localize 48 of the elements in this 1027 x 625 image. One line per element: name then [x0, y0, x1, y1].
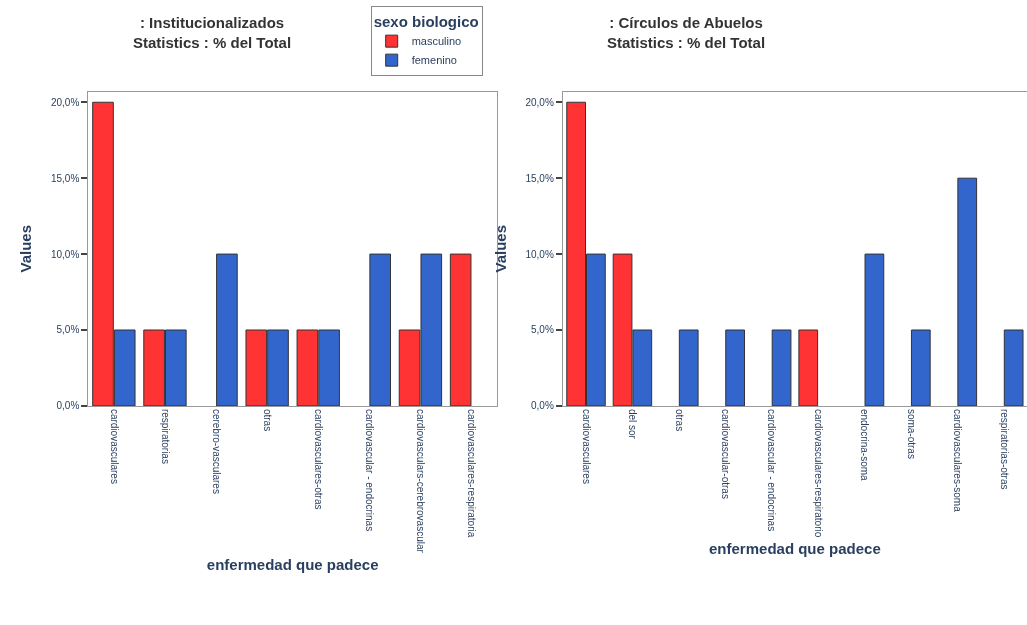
y-tick-label: 20,0% — [525, 96, 554, 108]
x-tick-label: cardiovasculares — [108, 408, 120, 484]
bar — [449, 253, 472, 406]
y-tick-label: 20,0% — [50, 96, 80, 108]
x-tick-label: cardiovasculares-respiratoria — [466, 408, 478, 538]
y-axis-title: Values — [491, 224, 509, 273]
x-axis-title: enfermedad que padece — [206, 555, 379, 573]
bar — [771, 329, 792, 406]
x-tick-label: del sor — [627, 408, 639, 440]
y-axis-title: Values — [17, 224, 35, 273]
x-tick-label: cardiovascular - endocrinas — [766, 408, 778, 532]
x-tick-label: endocrina-soma — [859, 408, 871, 482]
x-tick-label: soma-otras — [905, 408, 917, 459]
x-tick-label: respiratorias-otras — [998, 408, 1010, 490]
x-tick-label: respiratorias — [159, 408, 171, 464]
y-tick-label: 10,0% — [525, 248, 554, 260]
x-tick-label: cardiovasculares-respiratorio — [812, 408, 824, 538]
x-tick-label: cardiovascular - endocrinas — [364, 408, 376, 532]
x-tick-label: cardiovasculares-soma — [952, 408, 964, 513]
legend-label: femenino — [411, 54, 457, 67]
y-tick-label: 0,0% — [56, 400, 80, 412]
legend-title: sexo biologico — [373, 12, 479, 30]
y-tick-label: 15,0% — [50, 172, 80, 184]
chart-title: : Círculos de Abuelos Statistics : % del Total — [607, 14, 766, 51]
x-tick-label: cardiovascular-otras — [720, 408, 732, 499]
chart-title: : Institucionalizados Statistics : % del Total — [133, 14, 292, 51]
bar — [798, 329, 819, 406]
x-tick-label: otras — [673, 408, 685, 432]
bar — [864, 253, 885, 406]
x-tick-label: cardiovasculares — [580, 408, 592, 484]
bar — [1003, 329, 1024, 406]
x-axis-title: enfermedad que padece — [709, 539, 881, 557]
bar — [216, 253, 238, 406]
y-tick-label: 15,0% — [525, 172, 554, 184]
y-tick-label: 5,0% — [531, 324, 554, 336]
y-tick-label: 5,0% — [56, 324, 80, 336]
bar — [957, 177, 978, 406]
x-tick-label: cardiovasculares-otras — [312, 408, 324, 510]
x-tick-label: otras — [261, 408, 273, 432]
y-tick-label: 0,0% — [531, 400, 554, 412]
x-tick-label: cardiovasculars-cerebrovascular — [415, 408, 427, 554]
y-tick-label: 10,0% — [50, 248, 80, 260]
x-tick-label: cerebro-vasculares — [210, 408, 222, 494]
bar — [678, 329, 699, 406]
bar — [369, 253, 391, 406]
legend-label: masculino — [411, 35, 462, 48]
bar — [725, 329, 746, 406]
bar — [910, 329, 931, 406]
